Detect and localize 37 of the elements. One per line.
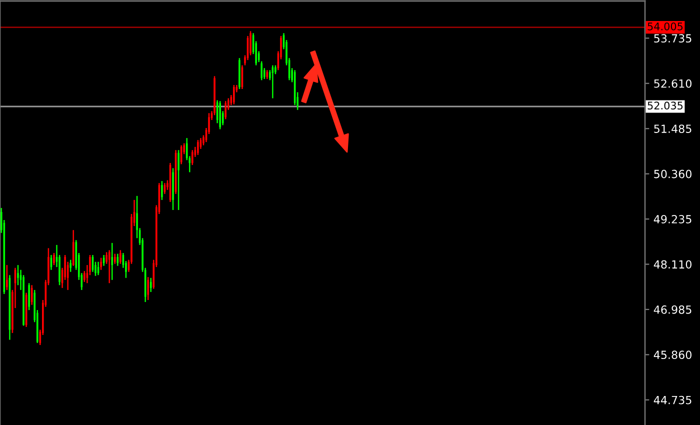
candlestick [111,242,114,281]
candlestick [100,257,102,270]
candlestick [238,57,240,90]
y-tick-label: 46.985 [654,305,692,314]
candlestick [219,100,221,130]
ref-line-label: 54.005 [648,22,683,30]
candlestick [108,250,110,284]
candlestick [233,84,235,105]
candlestick [172,168,174,211]
ref-line-label: 52.035 [648,102,683,110]
candlestick [224,100,227,120]
candlestick [53,252,55,266]
y-tick-label: 44.735 [654,396,692,404]
y-tick-label: 50.360 [654,170,692,178]
candlestick [191,149,194,166]
candlestick [72,229,74,266]
candlestick [114,253,116,264]
candlestick [116,253,119,266]
candlestick [28,282,30,311]
candlestick [250,30,252,56]
candlestick [70,259,72,273]
y-tick-label: 45.860 [654,350,692,360]
candlestick [22,274,24,326]
y-tick-label: 49.235 [654,215,692,224]
candlestick [147,276,150,301]
candlestick [17,264,19,286]
candlestick [178,149,180,211]
candlestick [161,180,163,201]
y-tick-label: 52.610 [654,79,692,88]
candlestick [150,277,152,293]
y-tick-label: 51.485 [654,124,692,133]
candlestick [120,250,122,264]
y-tick-label: 53.735 [654,34,692,43]
candlestick [197,139,199,156]
y-tick-label: 48.110 [654,260,692,269]
candlestick [6,264,8,291]
candlestick [214,76,216,116]
